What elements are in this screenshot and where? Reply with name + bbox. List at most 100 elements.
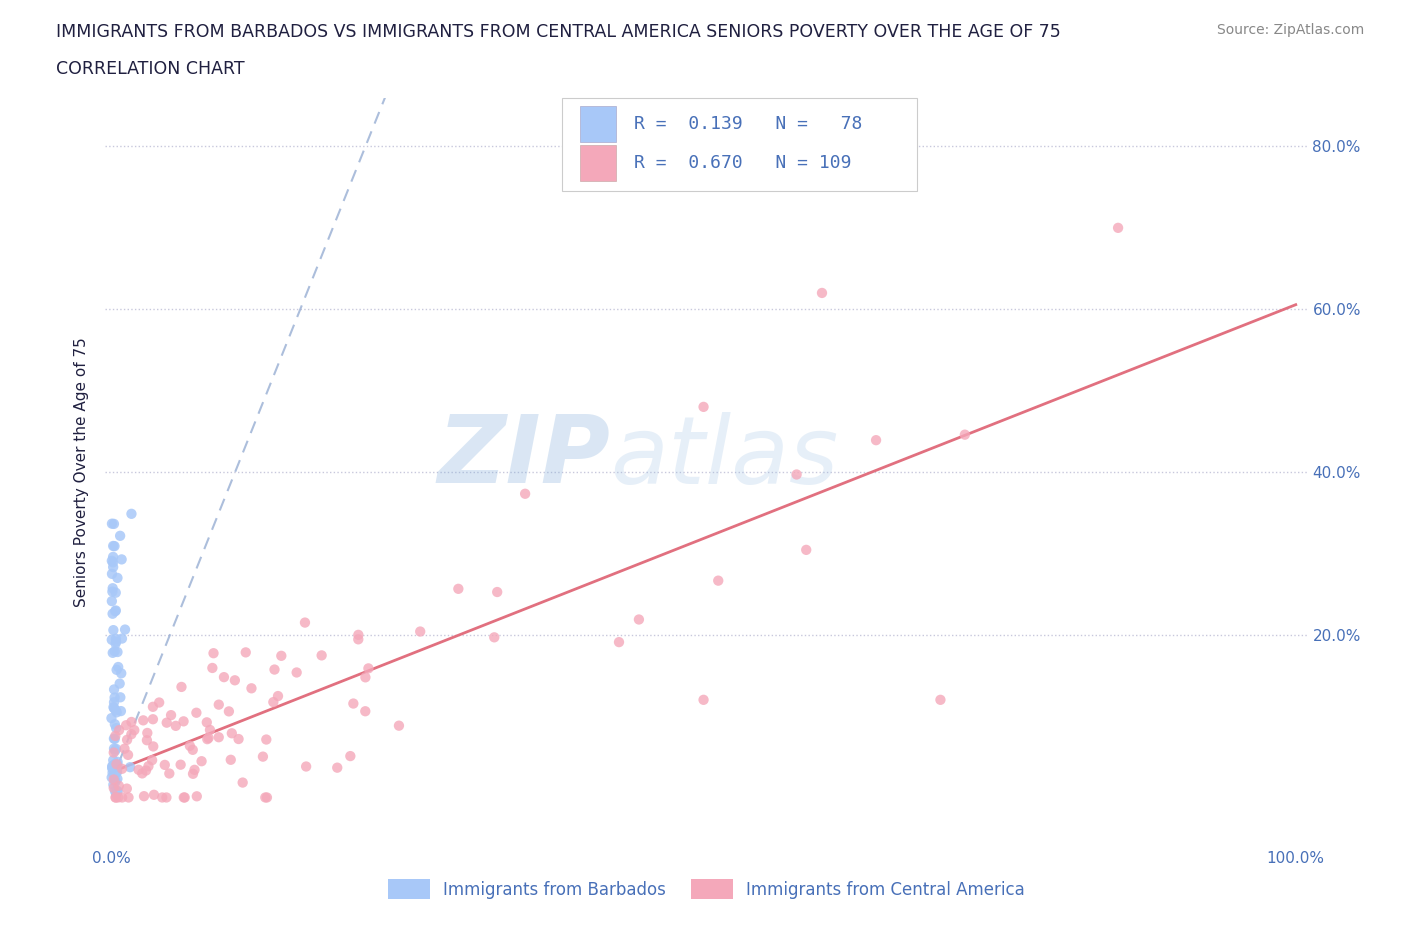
Point [115, 733, 138, 748]
Point [101, 566, 124, 581]
Point [114, 741, 136, 756]
Point [165, 718, 187, 733]
Point [141, 752, 163, 767]
Point [101, 538, 124, 553]
FancyBboxPatch shape [562, 98, 917, 192]
Point [103, 699, 125, 714]
Point [142, 699, 165, 714]
Point [103, 780, 125, 795]
Point [311, 648, 333, 663]
Point [132, 713, 155, 728]
Point [104, 631, 127, 646]
Point [111, 790, 134, 805]
Point [101, 759, 124, 774]
Point [219, 752, 242, 767]
Point [707, 573, 730, 588]
Point [104, 703, 127, 718]
Point [108, 528, 131, 543]
Point [117, 790, 139, 805]
Point [224, 673, 246, 688]
Point [105, 771, 128, 786]
Point [104, 728, 127, 743]
Point [101, 765, 124, 780]
Point [190, 754, 212, 769]
Point [173, 790, 195, 805]
Point [101, 593, 124, 608]
Point [136, 725, 159, 740]
Point [103, 763, 125, 777]
Text: CORRELATION CHART: CORRELATION CHART [56, 60, 245, 78]
Point [388, 718, 411, 733]
Point [103, 763, 125, 777]
Point [101, 516, 124, 531]
Point [104, 644, 127, 658]
Legend: Immigrants from Barbados, Immigrants from Central America: Immigrants from Barbados, Immigrants fro… [381, 872, 1032, 905]
Point [183, 763, 205, 777]
Point [256, 790, 278, 805]
Point [104, 790, 127, 805]
Point [104, 784, 127, 799]
Point [115, 718, 138, 733]
Point [103, 695, 125, 710]
Point [103, 772, 125, 787]
Point [110, 690, 132, 705]
Point [101, 606, 124, 621]
Point [131, 766, 153, 781]
Point [252, 750, 274, 764]
Point [865, 432, 887, 447]
Point [104, 773, 127, 788]
Point [105, 762, 128, 777]
Point [104, 717, 127, 732]
Point [107, 644, 129, 659]
Point [218, 704, 240, 719]
Point [105, 765, 128, 780]
Point [120, 726, 142, 741]
Point [104, 743, 127, 758]
Bar [581, 145, 616, 180]
Point [270, 648, 292, 663]
Point [138, 759, 160, 774]
Point [110, 666, 132, 681]
Point [135, 733, 157, 748]
Point [101, 550, 124, 565]
Point [107, 784, 129, 799]
Point [794, 542, 817, 557]
Point [786, 467, 808, 482]
Point [811, 286, 834, 300]
Text: ZIP: ZIP [437, 411, 610, 503]
Point [104, 603, 127, 618]
Point [104, 604, 127, 618]
Point [103, 516, 125, 531]
Point [107, 757, 129, 772]
Point [120, 760, 142, 775]
Point [107, 754, 129, 769]
Point [195, 732, 218, 747]
Point [142, 711, 165, 726]
Point [128, 763, 150, 777]
Point [101, 560, 124, 575]
Point [124, 723, 146, 737]
Point [929, 692, 952, 707]
Point [208, 730, 231, 745]
Point [181, 742, 204, 757]
Point [117, 748, 139, 763]
Point [484, 630, 506, 644]
Point [100, 770, 122, 785]
Point [1107, 220, 1129, 235]
Point [212, 670, 235, 684]
Point [104, 732, 127, 747]
Point [148, 695, 170, 710]
Point [100, 711, 122, 725]
Point [105, 705, 128, 720]
Point [263, 662, 285, 677]
Point [143, 788, 166, 803]
Point [221, 725, 243, 740]
Point [157, 766, 180, 781]
Point [186, 789, 208, 804]
Point [103, 741, 125, 756]
Point [114, 622, 136, 637]
Point [101, 584, 124, 599]
Point [103, 538, 125, 553]
Point [108, 676, 131, 691]
Point [409, 624, 432, 639]
